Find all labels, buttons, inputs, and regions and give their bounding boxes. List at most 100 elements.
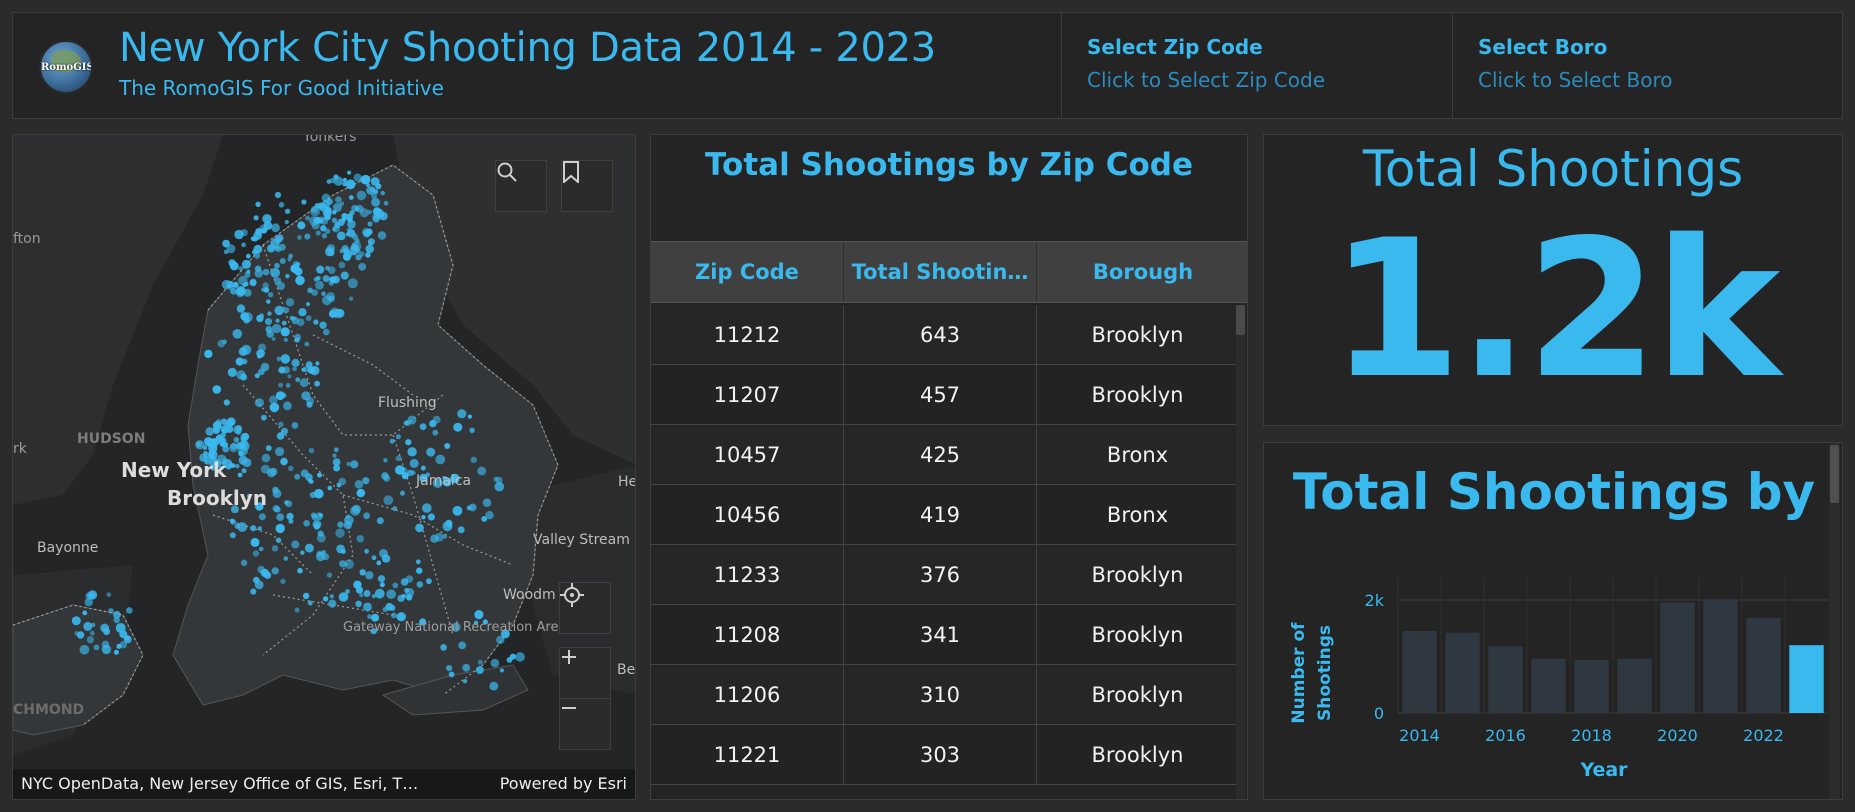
shooting-point[interactable] [254, 269, 264, 278]
boro-selector[interactable]: Select Boro Click to Select Boro [1452, 12, 1843, 119]
shooting-point[interactable] [406, 594, 413, 601]
shooting-point[interactable] [274, 262, 280, 269]
shooting-point[interactable] [219, 442, 225, 447]
shooting-point[interactable] [281, 393, 287, 398]
shooting-point[interactable] [355, 600, 362, 608]
shooting-point[interactable] [274, 506, 281, 513]
shooting-point[interactable] [276, 281, 285, 291]
shooting-point[interactable] [324, 213, 331, 221]
shooting-point[interactable] [304, 233, 311, 240]
shooting-point[interactable] [238, 266, 243, 271]
shooting-point[interactable] [346, 461, 352, 467]
shooting-point[interactable] [348, 195, 354, 200]
shooting-point[interactable] [222, 239, 231, 248]
shooting-point[interactable] [457, 526, 465, 534]
shooting-point[interactable] [313, 319, 319, 325]
shooting-point[interactable] [71, 616, 81, 626]
shooting-point[interactable] [371, 197, 381, 207]
shooting-point[interactable] [260, 568, 269, 578]
chart-bar-2022[interactable] [1746, 618, 1781, 713]
shooting-point[interactable] [271, 337, 276, 341]
shooting-point[interactable] [235, 464, 240, 469]
shooting-point[interactable] [442, 476, 447, 480]
shooting-point[interactable] [392, 506, 398, 512]
shooting-point[interactable] [238, 275, 248, 286]
shooting-point[interactable] [466, 505, 472, 511]
shooting-point[interactable] [300, 469, 309, 478]
shooting-point[interactable] [291, 316, 296, 321]
shooting-point[interactable] [250, 236, 256, 242]
shooting-point[interactable] [407, 447, 417, 457]
shooting-point[interactable] [355, 254, 362, 261]
chart-bar-2020[interactable] [1660, 602, 1695, 713]
shooting-point[interactable] [415, 559, 421, 565]
table-row[interactable]: 11206 310 Brooklyn [651, 665, 1238, 725]
shooting-point[interactable] [490, 658, 500, 668]
shooting-point[interactable] [346, 514, 351, 519]
shooting-point[interactable] [363, 602, 372, 612]
shooting-point[interactable] [409, 458, 419, 468]
shooting-point[interactable] [314, 488, 324, 499]
chart-bar-2017[interactable] [1531, 658, 1566, 713]
shooting-point[interactable] [279, 258, 286, 264]
shooting-point[interactable] [315, 361, 320, 366]
shooting-point[interactable] [356, 488, 366, 498]
shooting-point[interactable] [82, 610, 88, 616]
shooting-point[interactable] [276, 513, 285, 521]
shooting-point[interactable] [344, 559, 354, 569]
shooting-point[interactable] [435, 454, 446, 465]
shooting-point[interactable] [113, 610, 121, 619]
chart-bar-2023[interactable] [1789, 645, 1824, 713]
shooting-point[interactable] [474, 610, 484, 620]
shooting-point[interactable] [258, 343, 267, 352]
shooting-point[interactable] [322, 596, 329, 602]
column-header-total-shootings[interactable]: Total Shootin… [844, 242, 1037, 302]
shooting-point[interactable] [262, 282, 269, 289]
shooting-point[interactable] [241, 358, 248, 365]
shooting-point[interactable] [267, 311, 272, 316]
zip-code-selector[interactable]: Select Zip Code Click to Select Zip Code [1061, 12, 1453, 119]
shooting-point[interactable] [297, 221, 306, 230]
shooting-point[interactable] [116, 643, 122, 649]
shooting-point[interactable] [241, 259, 251, 269]
shooting-point[interactable] [79, 644, 90, 655]
shooting-point[interactable] [291, 422, 299, 429]
shooting-point[interactable] [302, 366, 309, 373]
shooting-point[interactable] [426, 447, 436, 457]
shooting-point[interactable] [280, 354, 291, 364]
shooting-point[interactable] [113, 649, 119, 655]
shooting-point[interactable] [235, 357, 244, 366]
map-attribution[interactable]: NYC OpenData, New Jersey Office of GIS, … [21, 774, 419, 793]
shooting-point[interactable] [337, 521, 344, 528]
shooting-point[interactable] [202, 445, 208, 450]
shooting-point[interactable] [286, 512, 294, 520]
shooting-point[interactable] [341, 217, 346, 223]
shooting-point[interactable] [365, 244, 375, 254]
shooting-point[interactable] [252, 550, 260, 557]
shooting-point[interactable] [270, 267, 280, 278]
shooting-point[interactable] [336, 231, 346, 241]
shooting-point[interactable] [205, 427, 215, 436]
shooting-point[interactable] [321, 200, 331, 209]
shooting-point[interactable] [288, 253, 293, 259]
shooting-point[interactable] [371, 555, 377, 561]
map-search-button[interactable] [495, 160, 547, 212]
shooting-point[interactable] [246, 493, 251, 498]
shooting-point[interactable] [274, 191, 282, 199]
shooting-point[interactable] [258, 513, 266, 521]
shooting-point[interactable] [366, 186, 375, 195]
map-zoom-in-button[interactable] [559, 647, 611, 699]
map-zoom-out-button[interactable] [559, 698, 611, 750]
shooting-point[interactable] [311, 221, 320, 230]
shooting-point[interactable] [450, 473, 460, 484]
shooting-point[interactable] [272, 489, 282, 498]
shooting-point[interactable] [339, 201, 345, 206]
shooting-point[interactable] [500, 629, 510, 639]
shooting-point[interactable] [316, 265, 325, 274]
shooting-point[interactable] [381, 554, 391, 563]
map-locate-button[interactable] [559, 582, 611, 634]
shooting-point[interactable] [308, 447, 315, 454]
shooting-point[interactable] [283, 307, 290, 314]
shooting-point[interactable] [453, 422, 463, 432]
shooting-point[interactable] [299, 378, 309, 388]
